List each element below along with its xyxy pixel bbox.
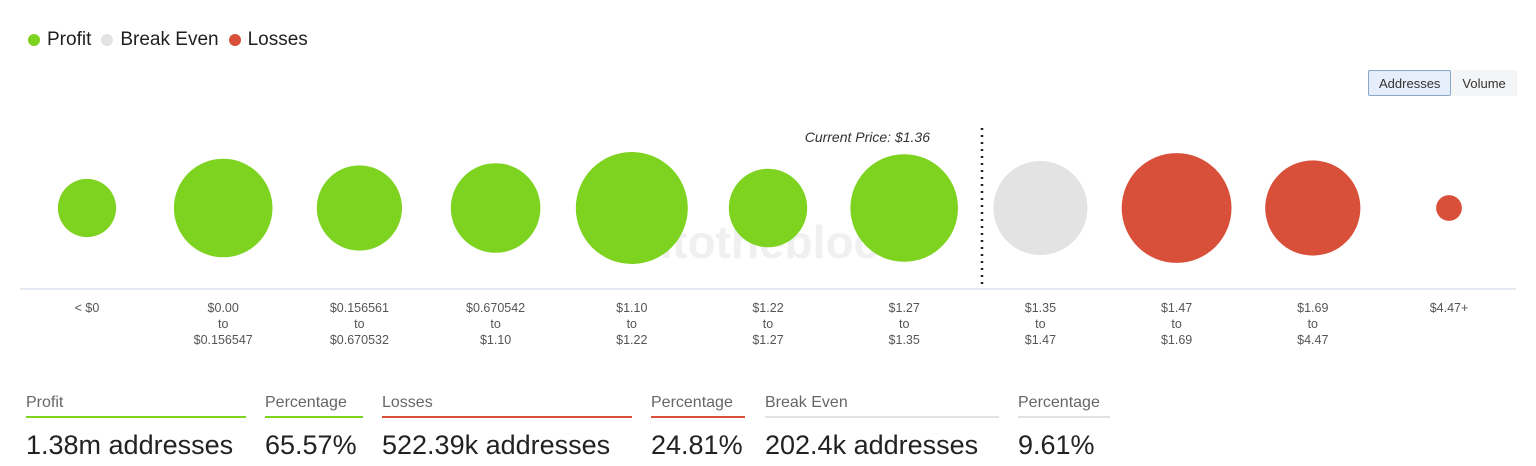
stat-break-even-percentage-value: 9.61% — [1018, 430, 1095, 460]
bubble-profit[interactable] — [57, 178, 117, 238]
stat-profit-label: Profit — [26, 390, 246, 418]
bubble-break_even[interactable] — [993, 161, 1088, 255]
x-tick-label: $1.27 — [889, 301, 920, 315]
legend-dot-break-even — [101, 34, 114, 46]
stat-losses-label: Losses — [382, 390, 632, 418]
chart-legend: Profit Break Even Losses — [28, 29, 318, 51]
bubble-losses[interactable] — [1121, 153, 1232, 263]
bubble-profit[interactable] — [316, 165, 402, 251]
x-tick-label: to — [1308, 317, 1318, 331]
x-tick-label: $1.47 — [1161, 301, 1192, 315]
volume-toggle-button[interactable]: Volume — [1451, 70, 1517, 96]
bubble-profit[interactable] — [575, 152, 688, 264]
stat-profit-percentage-value: 65.57% — [265, 430, 357, 460]
bubble-losses[interactable] — [1436, 195, 1462, 221]
stat-profit-value: 1.38m addresses — [26, 430, 234, 460]
x-tick-label: $0.670542 — [466, 301, 525, 315]
x-axis-labels: < $0 $0.00 to $0.156547 $0.156561 to $0.670532… — [75, 301, 1469, 347]
stat-losses-percentage-value: 24.81% — [651, 430, 743, 460]
legend-item-profit[interactable]: Profit — [28, 29, 91, 51]
x-tick-label: $1.35 — [1025, 301, 1056, 315]
x-tick-label: to — [1171, 317, 1181, 331]
x-tick-label: to — [1035, 317, 1045, 331]
bubble-chart: intotheblock Current Price: $1.36 < $0$0… — [20, 128, 1516, 347]
x-tick-label: to — [218, 317, 228, 331]
x-tick-label: to — [763, 317, 773, 331]
x-tick-label: $1.35 — [889, 333, 920, 347]
legend-label-profit: Profit — [47, 29, 92, 50]
x-tick-label: $1.47 — [1025, 333, 1056, 347]
x-tick-label: $1.69 — [1297, 301, 1328, 315]
legend-label-break-even: Break Even — [120, 29, 219, 50]
bubble-profit[interactable] — [728, 168, 808, 248]
x-tick-label: $4.47+ — [1430, 301, 1469, 315]
stat-losses-percentage-label: Percentage — [651, 390, 745, 418]
stat-break-even-percentage-label: Percentage — [1018, 390, 1110, 418]
x-tick-label: to — [899, 317, 909, 331]
legend-item-break-even[interactable]: Break Even — [101, 29, 219, 51]
x-tick-label: $1.10 — [480, 333, 511, 347]
stat-profit-percentage: Percentage 65.57% — [265, 390, 363, 461]
stat-losses-percentage: Percentage 24.81% — [651, 390, 745, 461]
x-tick-label: $0.00 — [208, 301, 239, 315]
current-price-label: Current Price: $1.36 — [805, 129, 930, 145]
x-tick-label: $4.47 — [1297, 333, 1328, 347]
stat-break-even-label: Break Even — [765, 390, 999, 418]
x-tick-label: $0.670532 — [330, 333, 389, 347]
bubble-profit[interactable] — [450, 163, 541, 253]
bubble-losses[interactable] — [1265, 160, 1361, 256]
bubble-profit[interactable] — [173, 158, 273, 258]
legend-dot-profit — [28, 34, 40, 46]
x-tick-label: to — [354, 317, 364, 331]
bubble-profit[interactable] — [850, 154, 958, 262]
legend-dot-losses — [228, 34, 241, 46]
x-tick-label: $1.10 — [616, 301, 647, 315]
stats-summary: Profit 1.38m addresses Percentage 65.57%… — [0, 390, 1536, 466]
stat-break-even: Break Even 202.4k addresses — [765, 390, 999, 461]
stat-break-even-percentage: Percentage 9.61% — [1018, 390, 1110, 461]
x-tick-label: to — [627, 317, 637, 331]
stat-losses: Losses 522.39k addresses — [382, 390, 632, 461]
metric-toggle: Addresses Volume — [1368, 70, 1517, 96]
legend-item-losses[interactable]: Losses — [228, 29, 308, 51]
stat-break-even-value: 202.4k addresses — [765, 430, 979, 460]
x-tick-label: to — [490, 317, 500, 331]
addresses-toggle-button[interactable]: Addresses — [1368, 70, 1452, 96]
x-tick-label: $0.156561 — [330, 301, 389, 315]
stat-profit-percentage-label: Percentage — [265, 390, 363, 418]
stat-profit: Profit 1.38m addresses — [26, 390, 246, 461]
x-tick-label: $1.27 — [752, 333, 783, 347]
legend-label-losses: Losses — [247, 29, 308, 50]
x-tick-label: < $0 — [75, 301, 100, 315]
stat-losses-value: 522.39k addresses — [382, 430, 611, 460]
x-tick-label: $1.69 — [1161, 333, 1192, 347]
x-tick-label: $1.22 — [752, 301, 783, 315]
bubbles-group — [57, 152, 1462, 264]
x-tick-label: $0.156547 — [194, 333, 253, 347]
x-tick-label: $1.22 — [616, 333, 647, 347]
